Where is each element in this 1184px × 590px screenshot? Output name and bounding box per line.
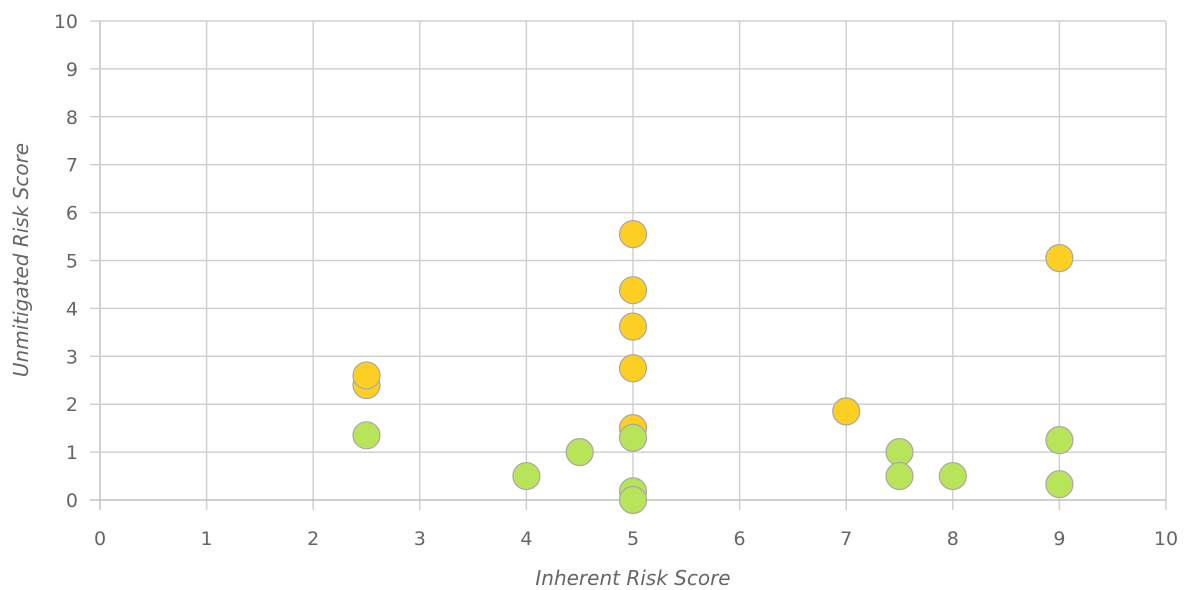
data-point[interactable]: [1045, 470, 1074, 499]
y-axis-ticks: 0 1 2 3 4 5 6 7 8 9 10: [54, 11, 78, 512]
x-axis-ticks: 0 1 2 3 4 5 6 7 8 9 10: [94, 528, 1178, 550]
data-point[interactable]: [885, 438, 914, 467]
data-point[interactable]: [565, 438, 594, 467]
y-tick-label: 2: [66, 394, 78, 416]
data-point[interactable]: [618, 423, 648, 452]
data-point[interactable]: [512, 461, 541, 491]
x-tick-label: 8: [947, 528, 959, 550]
x-tick-label: 3: [414, 528, 426, 550]
data-point[interactable]: [618, 276, 648, 305]
data-point[interactable]: [618, 354, 648, 383]
y-tick-label: 10: [54, 11, 78, 33]
y-tick-label: 7: [66, 155, 78, 177]
x-tick-label: 2: [307, 528, 319, 550]
x-tick-label: 7: [840, 528, 852, 550]
data-point[interactable]: [352, 421, 381, 450]
data-point[interactable]: [1045, 244, 1074, 273]
x-tick-label: 6: [734, 528, 746, 550]
y-tick-label: 3: [66, 346, 78, 368]
grid-lines: [90, 20, 1167, 510]
y-axis-title: Unmitigated Risk Score: [9, 143, 33, 377]
data-point[interactable]: [832, 397, 861, 426]
data-point[interactable]: [1045, 426, 1074, 455]
data-points: [352, 220, 1074, 515]
data-point[interactable]: [618, 485, 648, 515]
x-tick-label: 10: [1154, 528, 1178, 550]
data-point[interactable]: [618, 220, 648, 249]
y-tick-label: 8: [66, 107, 78, 129]
data-point[interactable]: [352, 361, 381, 390]
y-tick-label: 4: [66, 298, 78, 320]
x-tick-label: 5: [627, 528, 639, 550]
y-tick-label: 0: [66, 490, 78, 512]
y-tick-label: 9: [66, 59, 78, 81]
x-tick-label: 4: [520, 528, 532, 550]
y-tick-label: 5: [66, 251, 78, 273]
y-tick-label: 1: [66, 442, 78, 464]
x-axis-title: Inherent Risk Score: [535, 566, 730, 590]
y-tick-label: 6: [66, 203, 78, 225]
x-tick-label: 1: [201, 528, 213, 550]
data-point[interactable]: [938, 461, 967, 491]
x-tick-label: 0: [94, 528, 106, 550]
data-point[interactable]: [885, 461, 914, 491]
data-point[interactable]: [618, 312, 648, 341]
x-tick-label: 9: [1053, 528, 1065, 550]
